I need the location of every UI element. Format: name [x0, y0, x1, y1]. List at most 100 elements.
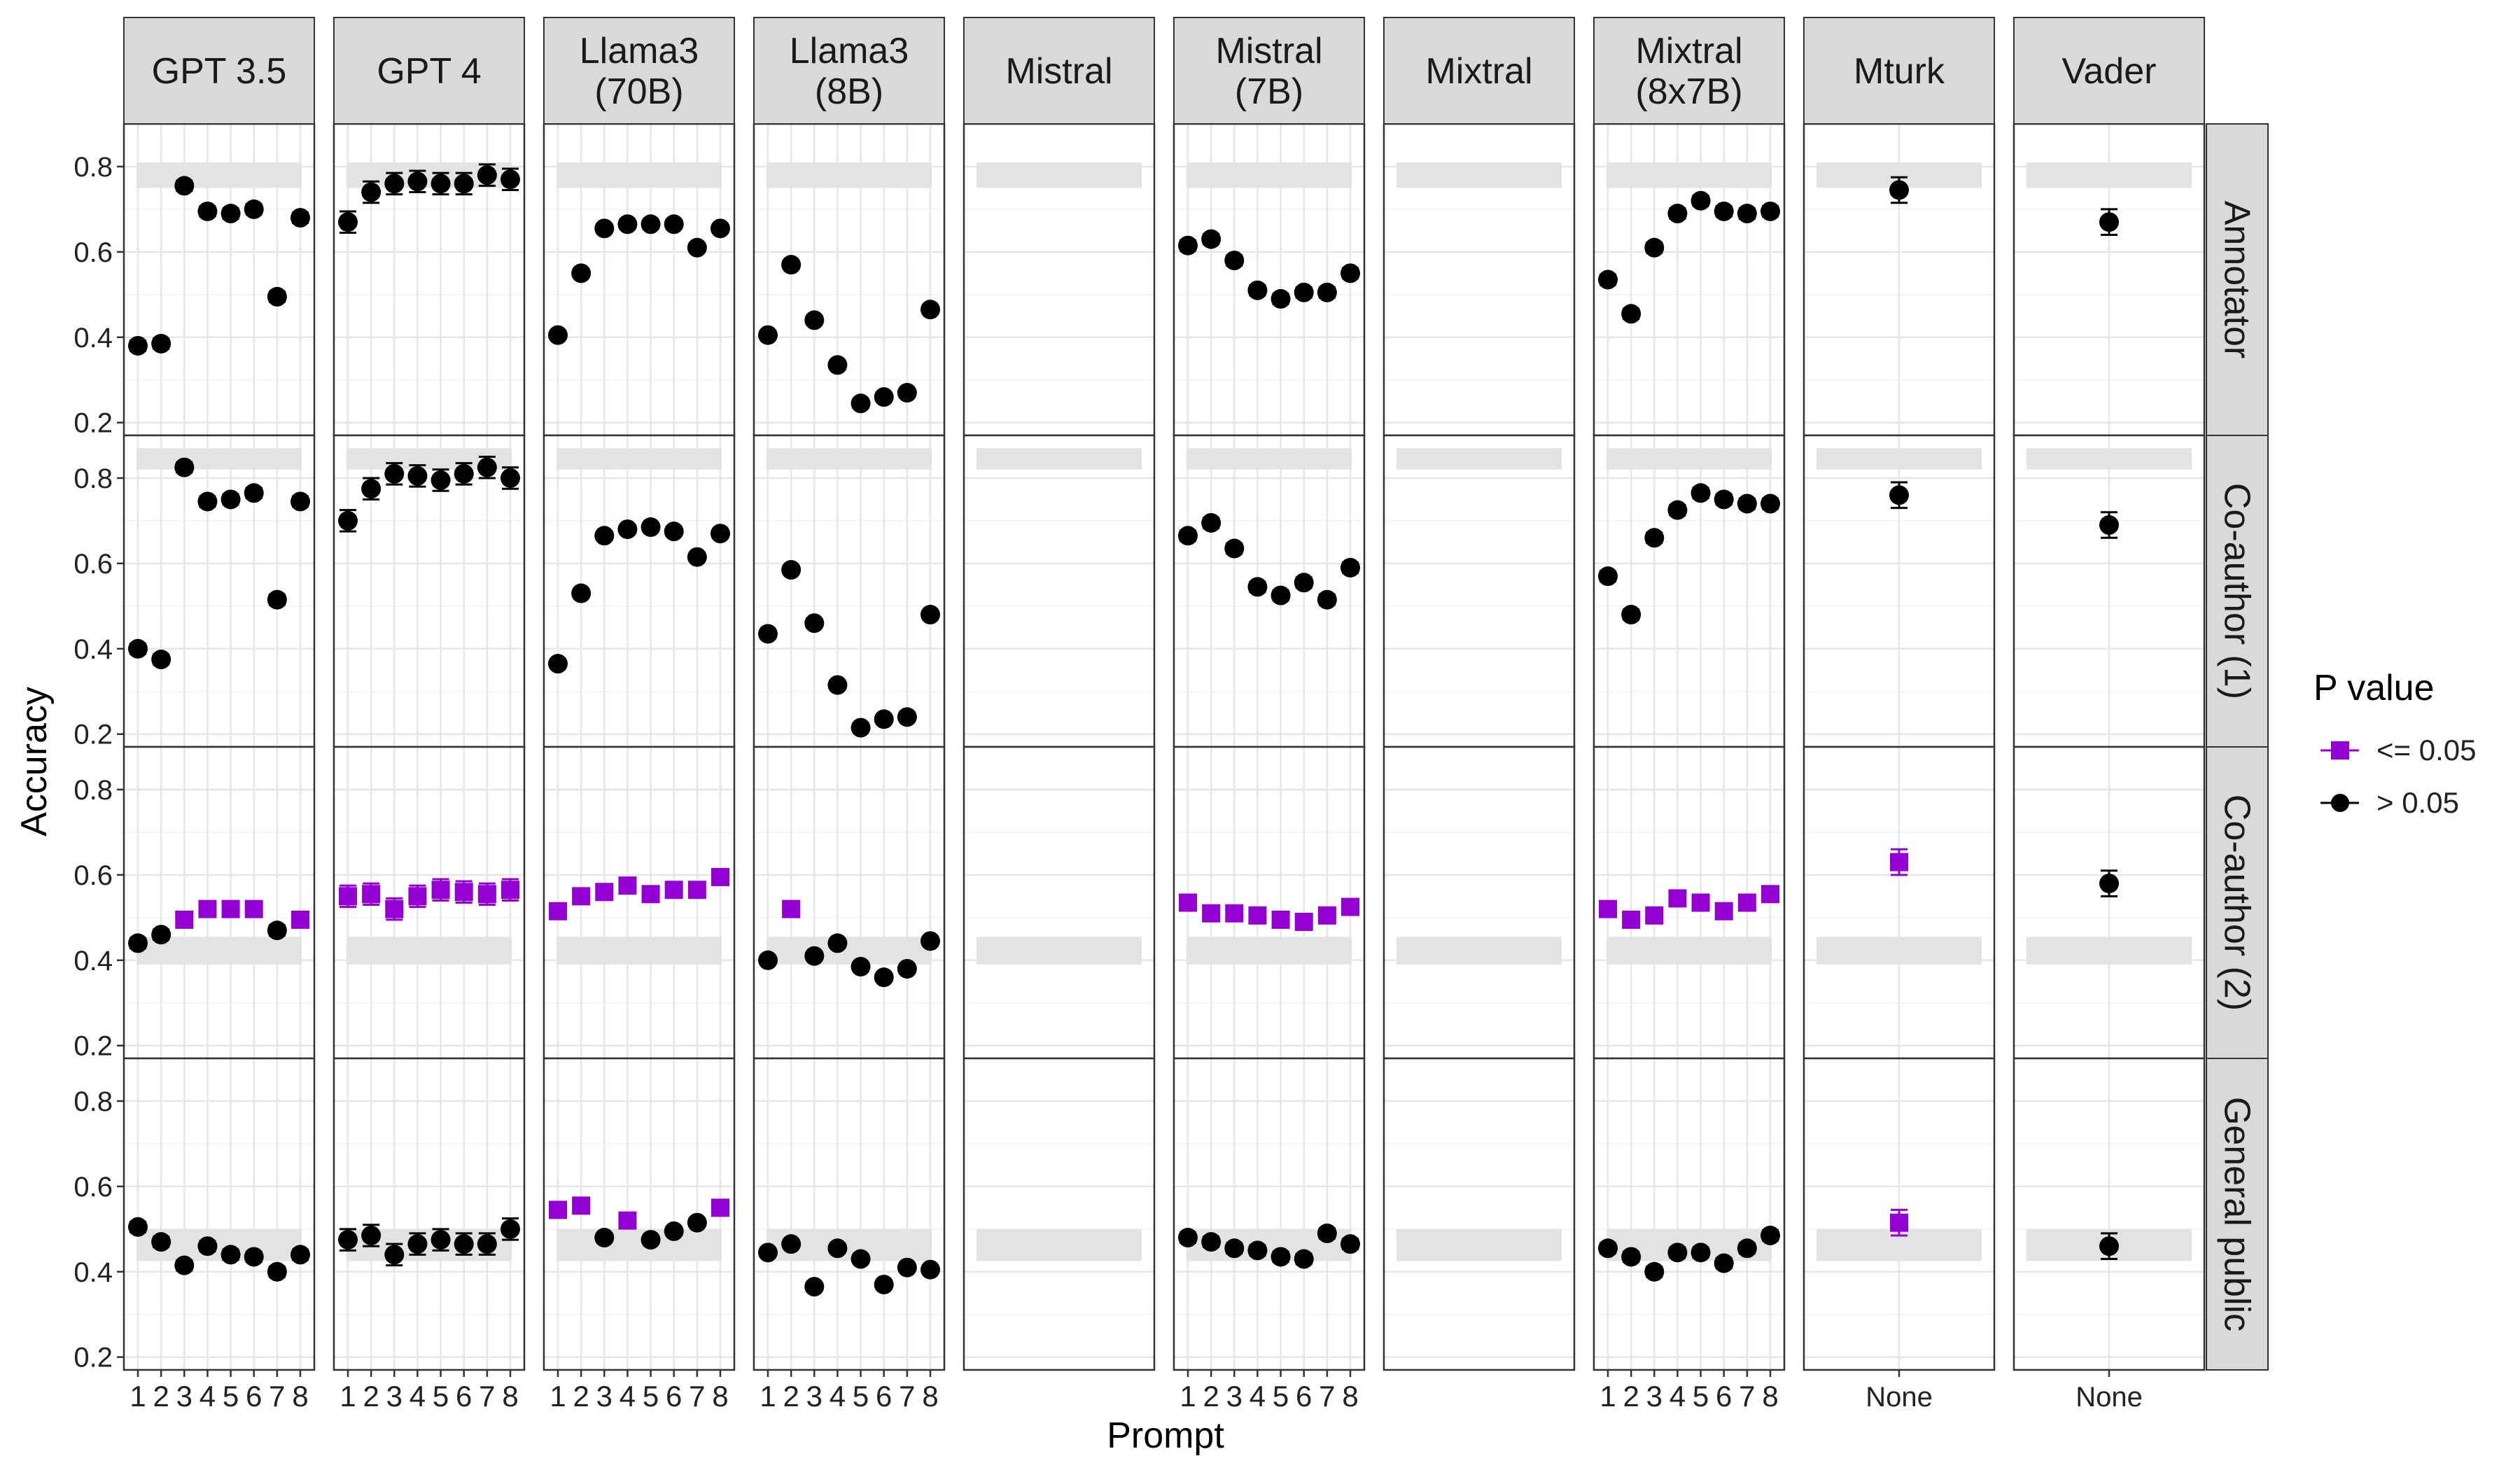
- panel-background: [1594, 1058, 1784, 1370]
- data-point-square: [664, 881, 683, 899]
- column-strip: [1593, 17, 1785, 125]
- facet-panel: [1592, 1057, 1786, 1371]
- data-point-circle: [617, 214, 638, 234]
- data-point-square: [1294, 912, 1313, 931]
- column-strip-label-line: Mixtral: [1635, 31, 1742, 71]
- data-point-circle: [244, 483, 264, 503]
- facet-panel: [962, 122, 1156, 437]
- reference-band: [976, 448, 1142, 470]
- data-point-circle: [384, 463, 405, 484]
- data-point-circle: [664, 522, 684, 542]
- data-point-square: [1761, 885, 1779, 904]
- data-point-square: [1248, 906, 1267, 925]
- column-strip-label: Mistral (7B): [1215, 31, 1322, 112]
- data-point-circle: [1598, 566, 1618, 587]
- data-point-square: [244, 899, 263, 918]
- data-point-circle: [220, 489, 241, 510]
- data-point-circle: [1760, 201, 1780, 221]
- data-point-square: [618, 1211, 637, 1230]
- column-strip-label-line: Llama3: [790, 31, 909, 71]
- reference-band: [556, 448, 722, 470]
- column-strip-label-line: GPT 4: [377, 51, 481, 92]
- y-tick-label: 0.2: [74, 408, 113, 439]
- x-tick-label: 2: [363, 1380, 379, 1413]
- data-point-circle: [781, 1234, 802, 1254]
- column-strip-label: Mixtral: [1425, 51, 1532, 92]
- data-point-circle: [594, 526, 615, 546]
- data-point-circle: [500, 468, 520, 488]
- data-point-circle: [1621, 605, 1642, 625]
- x-tick-label: 1: [130, 1380, 146, 1413]
- data-point-circle: [1294, 573, 1314, 593]
- data-point-circle: [290, 491, 310, 512]
- x-tick-label: 7: [899, 1380, 915, 1413]
- data-point-circle: [361, 182, 382, 202]
- data-point-square: [687, 881, 706, 899]
- y-tick-label: 0.8: [74, 1086, 113, 1117]
- x-tick-label: 4: [1670, 1380, 1686, 1413]
- column-strip: [333, 17, 525, 125]
- panel-border: [1382, 1057, 1576, 1371]
- column-strip-label-line: (8x7B): [1635, 71, 1742, 112]
- reference-band: [976, 1228, 1142, 1261]
- data-point-circle: [174, 1255, 195, 1275]
- data-point-circle: [1317, 1223, 1337, 1243]
- data-point-circle: [1340, 557, 1360, 578]
- data-point-circle: [1714, 1253, 1734, 1273]
- data-point-circle: [850, 1249, 871, 1269]
- data-point-circle: [1178, 1228, 1198, 1248]
- x-tick-label: 6: [1716, 1380, 1732, 1413]
- x-tick-label: 2: [1203, 1380, 1219, 1413]
- facet-panel: [1172, 434, 1366, 748]
- data-point-circle: [710, 524, 730, 544]
- data-point-square: [572, 887, 591, 906]
- data-point-circle: [1201, 229, 1222, 249]
- row-strip: [2206, 123, 2269, 436]
- data-point-circle: [454, 1234, 474, 1254]
- x-tick-label: 8: [502, 1380, 518, 1413]
- panel-background: [1384, 435, 1574, 747]
- data-point-circle: [197, 201, 218, 221]
- y-tick-label: 0.4: [74, 946, 113, 976]
- x-tick-label: 4: [830, 1380, 846, 1413]
- data-point-circle: [1889, 485, 1909, 505]
- data-point-circle: [687, 237, 707, 258]
- column-strip: [1383, 17, 1575, 125]
- data-point-circle: [1270, 1247, 1291, 1267]
- facet-panel: [2012, 746, 2206, 1060]
- x-tick-label: None: [2076, 1382, 2143, 1413]
- row-strip: [2206, 746, 2269, 1059]
- x-tick-label: 4: [620, 1380, 636, 1413]
- reference-band: [1606, 162, 1772, 188]
- data-point-circle: [407, 172, 428, 192]
- data-point-circle: [244, 1247, 264, 1267]
- data-point-circle: [407, 1234, 428, 1254]
- column-strip-label-line: Vader: [2062, 51, 2157, 92]
- data-point-circle: [1667, 1242, 1688, 1263]
- facet-panel: [1802, 434, 1996, 748]
- data-point-circle: [1598, 1238, 1618, 1259]
- x-tick-label: 5: [433, 1380, 449, 1413]
- column-strip-label: Mistral: [1005, 51, 1112, 92]
- y-tick-label: 0.4: [74, 323, 113, 354]
- y-tick-label: 0.6: [74, 860, 113, 891]
- facet-strips: GPT 3.5 GPT 4 Llama3 (70B)Llama3 (8B) Mistral…: [123, 17, 2269, 1371]
- data-point-circle: [454, 463, 474, 484]
- column-strip-label-line: Mturk: [1854, 51, 1945, 92]
- data-point-circle: [128, 335, 148, 356]
- data-point-circle: [1737, 1238, 1757, 1259]
- x-tick-label: 1: [760, 1380, 776, 1413]
- reference-band: [556, 162, 722, 188]
- data-point-circle: [640, 1230, 661, 1250]
- data-point-circle: [1621, 1247, 1642, 1267]
- data-point-circle: [267, 286, 287, 307]
- data-point-circle: [594, 218, 615, 239]
- column-strip: [1173, 17, 1365, 125]
- reference-band: [766, 448, 932, 470]
- data-point-circle: [1667, 500, 1688, 520]
- panel-background: [124, 435, 314, 747]
- facet-panel: [1382, 1057, 1576, 1371]
- reference-band: [1186, 937, 1352, 965]
- data-point-circle: [407, 465, 428, 486]
- reference-band: [766, 162, 932, 188]
